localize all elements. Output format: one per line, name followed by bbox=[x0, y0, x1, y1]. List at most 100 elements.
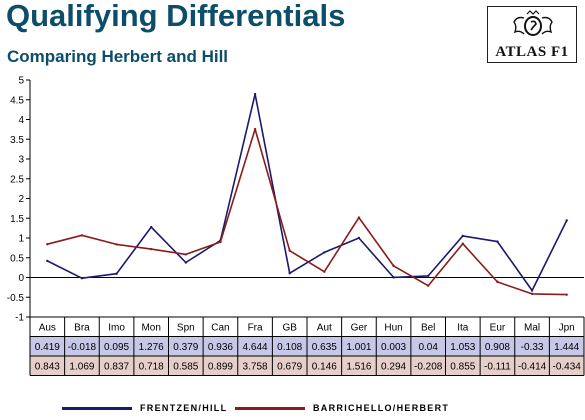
y-tick-label: 0.5 bbox=[10, 253, 24, 264]
legend-item-frentzen-hill: FRENTZEN/HILL bbox=[62, 398, 227, 418]
category-label: Mon bbox=[141, 323, 160, 334]
category-label: Mal bbox=[524, 323, 540, 334]
category-label: Aus bbox=[39, 323, 56, 334]
data-label-series-2: 1.069 bbox=[69, 362, 94, 373]
data-label-series-1: 0.908 bbox=[485, 342, 510, 353]
y-tick-label: 1 bbox=[18, 234, 24, 245]
chart-subtitle: Comparing Herbert and Hill bbox=[7, 47, 229, 66]
data-point-series-1 bbox=[115, 272, 118, 275]
data-label-series-2: -0.111 bbox=[484, 362, 511, 373]
data-point-series-2 bbox=[530, 292, 534, 296]
data-label-series-2: 0.899 bbox=[208, 362, 233, 373]
data-label-series-2: 0.843 bbox=[35, 362, 60, 373]
data-point-series-2 bbox=[426, 284, 430, 287]
data-label-series-2: 0.294 bbox=[381, 362, 406, 373]
atlas-f1-logo: ATLAS F1 bbox=[487, 6, 577, 63]
data-label-series-1: -0.018 bbox=[68, 342, 97, 353]
y-tick-label: 5 bbox=[18, 76, 24, 87]
data-label-series-1: 1.001 bbox=[346, 342, 371, 353]
y-tick-label: 3 bbox=[18, 155, 24, 166]
data-label-series-1: 0.936 bbox=[208, 342, 233, 353]
category-label: Hun bbox=[384, 323, 402, 334]
data-point-series-2 bbox=[80, 234, 84, 237]
data-point-series-1 bbox=[46, 259, 49, 263]
category-label: Spn bbox=[177, 323, 195, 334]
data-point-series-1 bbox=[461, 234, 465, 238]
y-tick-label: 1.5 bbox=[10, 214, 24, 225]
data-label-series-1: 0.635 bbox=[312, 342, 337, 353]
data-label-series-1: 0.095 bbox=[104, 342, 129, 353]
series-line-1 bbox=[46, 93, 568, 292]
y-tick-label: 3.5 bbox=[10, 135, 24, 146]
legend-label-barrichello-herbert: BARRICHELLO/HERBERT bbox=[313, 403, 450, 413]
data-label-series-1: 0.04 bbox=[418, 342, 438, 353]
y-tick-label: 4.5 bbox=[10, 95, 24, 106]
data-point-series-2 bbox=[323, 270, 326, 273]
category-label: Aut bbox=[317, 323, 332, 334]
data-point-series-1 bbox=[149, 225, 153, 229]
data-point-series-2 bbox=[184, 253, 188, 256]
data-point-series-2 bbox=[392, 264, 395, 268]
data-label-series-1: -0.33 bbox=[521, 342, 544, 353]
data-point-series-2 bbox=[496, 280, 499, 284]
category-label: Can bbox=[211, 323, 229, 334]
data-label-series-2: 0.585 bbox=[173, 362, 198, 373]
y-tick-label: 2.5 bbox=[10, 174, 24, 185]
data-point-series-2 bbox=[288, 249, 291, 252]
chart-title: Qualifying Differentials bbox=[6, 0, 346, 33]
data-point-series-1 bbox=[426, 274, 430, 278]
qualifying-differentials-chart: -1 -0.5 0 0.5 1 1.5 2 2.5 3 3.5 4 4.5 5 Aus Bra Imo Mon S… bbox=[7, 76, 585, 376]
y-tick-label: 0 bbox=[18, 273, 24, 284]
category-label: Ita bbox=[457, 323, 469, 334]
data-point-series-2 bbox=[219, 240, 222, 244]
y-tick-label: -1 bbox=[15, 313, 24, 324]
legend-swatch-barrichello-herbert bbox=[235, 406, 305, 410]
data-label-series-2: 3.758 bbox=[243, 362, 268, 373]
data-label-series-2: 0.718 bbox=[139, 362, 164, 373]
series-line-2 bbox=[47, 128, 567, 296]
data-label-series-1: 0.379 bbox=[173, 342, 198, 353]
y-tick-label: 2 bbox=[18, 194, 24, 205]
data-point-series-1 bbox=[288, 272, 291, 275]
data-label-series-2: -0.414 bbox=[518, 362, 547, 373]
legend-label-frentzen-hill: FRENTZEN/HILL bbox=[140, 403, 228, 413]
legend-item-barrichello-herbert: BARRICHELLO/HERBERT bbox=[235, 398, 449, 418]
data-label-series-1: 1.276 bbox=[139, 342, 164, 353]
category-label: Jpn bbox=[559, 323, 575, 334]
category-label: Ger bbox=[351, 323, 368, 334]
atlas-crest-icon bbox=[513, 10, 553, 36]
data-label-series-2: 0.146 bbox=[312, 362, 337, 373]
category-label: Imo bbox=[108, 323, 125, 334]
data-label-series-1: 1.053 bbox=[450, 342, 475, 353]
data-label-series-2: 1.516 bbox=[346, 362, 371, 373]
data-label-series-1: 0.419 bbox=[35, 342, 60, 353]
data-label-series-1: 4.644 bbox=[243, 342, 268, 353]
category-label: Bel bbox=[421, 323, 435, 334]
category-label: GB bbox=[282, 323, 297, 334]
data-point-series-1 bbox=[253, 92, 257, 96]
data-point-series-2 bbox=[357, 216, 361, 219]
y-tick-label: 4 bbox=[18, 115, 24, 126]
data-point-series-1 bbox=[565, 219, 568, 222]
data-point-series-1 bbox=[392, 276, 395, 279]
data-label-series-2: 0.679 bbox=[277, 362, 302, 373]
y-tick-label: -0.5 bbox=[7, 293, 25, 304]
data-point-series-2 bbox=[565, 293, 568, 296]
data-point-series-2 bbox=[115, 243, 118, 246]
data-label-series-2: -0.434 bbox=[553, 362, 582, 373]
data-point-series-1 bbox=[80, 277, 84, 280]
data-point-series-1 bbox=[323, 251, 326, 254]
data-point-series-1 bbox=[530, 289, 534, 292]
data-label-series-2: 0.837 bbox=[104, 362, 129, 373]
data-point-series-1 bbox=[496, 240, 499, 243]
data-point-series-2 bbox=[46, 243, 49, 246]
category-label: Fra bbox=[248, 323, 263, 334]
data-point-series-2 bbox=[461, 242, 465, 245]
category-label: Bra bbox=[74, 323, 90, 334]
data-point-series-2 bbox=[149, 247, 153, 251]
data-label-series-1: 0.003 bbox=[381, 342, 406, 353]
data-point-series-1 bbox=[357, 236, 361, 240]
data-label-series-1: 1.444 bbox=[554, 342, 579, 353]
data-label-series-2: -0.208 bbox=[414, 362, 443, 373]
data-label-series-2: 0.855 bbox=[450, 362, 475, 373]
